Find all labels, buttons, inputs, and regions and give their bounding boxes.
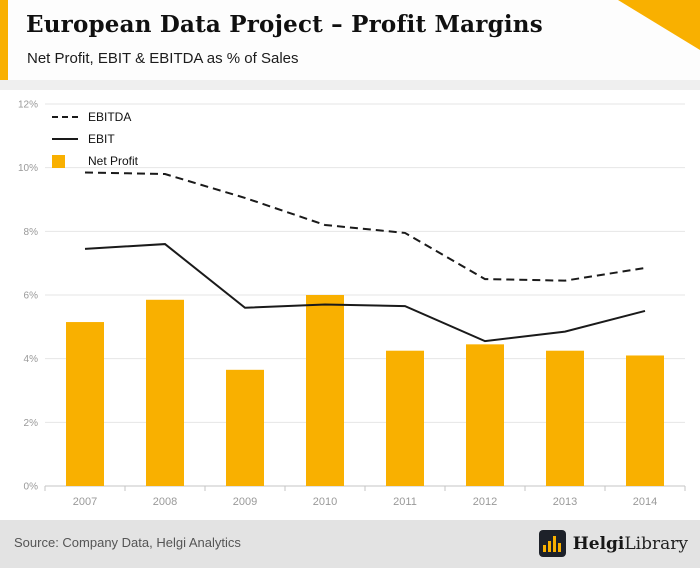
- x-axis-label: 2007: [73, 496, 97, 508]
- helgi-library-logo: HelgiLibrary: [538, 530, 688, 557]
- logo-text-light: Library: [624, 533, 688, 554]
- ebit-solid-line-icon: [52, 138, 78, 140]
- x-axis-label: 2010: [313, 496, 337, 508]
- ebitda-line: [84, 171, 646, 282]
- legend-item-net-profit: Net Profit: [52, 150, 138, 172]
- net-profit-bar: [386, 350, 424, 486]
- y-axis-label: 12%: [18, 100, 38, 111]
- legend-label-ebitda: EBITDA: [88, 110, 132, 124]
- legend-item-ebit: EBIT: [52, 128, 138, 150]
- logo-text-bold: Helgi: [572, 533, 625, 554]
- x-axis-label: 2012: [473, 496, 497, 508]
- legend-item-ebitda: EBITDA: [52, 106, 138, 128]
- legend-label-net-profit: Net Profit: [88, 154, 139, 168]
- ebit-line: [84, 243, 646, 343]
- net-profit-bar: [146, 299, 184, 486]
- x-axis-label: 2014: [633, 496, 657, 508]
- logo-text: HelgiLibrary: [573, 534, 688, 554]
- y-axis-label: 8%: [24, 227, 39, 238]
- footer: Source: Company Data, Helgi Analytics He…: [0, 520, 700, 568]
- chart-legend: EBITDA EBIT Net Profit: [52, 106, 138, 172]
- source-text: Source: Company Data, Helgi Analytics: [14, 535, 241, 550]
- logo-bar: [553, 536, 557, 552]
- profit-margins-chart: 0% 2% 4% 6% 8% 10% 12% 2007 2008 2009 2010 2011 2012…: [18, 100, 686, 508]
- net-profit-swatch-icon: [52, 154, 65, 168]
- x-axis-label: 2009: [233, 496, 257, 508]
- x-axis-label: 2013: [553, 496, 577, 508]
- logo-bar: [543, 545, 547, 552]
- x-axis-label: 2008: [153, 496, 177, 508]
- legend-label-ebit: EBIT: [88, 132, 115, 146]
- net-profit-bar: [546, 350, 584, 486]
- logo-bar: [548, 541, 552, 552]
- net-profit-bar: [66, 322, 104, 486]
- net-profit-bar: [306, 295, 344, 486]
- y-axis-label: 0%: [24, 482, 39, 493]
- y-axis-label: 4%: [24, 354, 39, 365]
- accent-strip: [0, 0, 8, 80]
- ebitda-dashed-line-icon: [52, 116, 78, 118]
- page-title: European Data Project – Profit Margins: [26, 11, 543, 38]
- x-axis-label: 2011: [393, 496, 417, 508]
- y-axis-label: 6%: [24, 291, 39, 302]
- chart-panel: 0% 2% 4% 6% 8% 10% 12% 2007 2008 2009 2010 2011 2012…: [0, 90, 700, 520]
- net-profit-bar: [466, 344, 504, 486]
- net-profit-bar: [226, 369, 264, 486]
- net-profit-bar: [626, 355, 664, 486]
- y-axis-label: 10%: [18, 163, 38, 174]
- logo-bar: [558, 543, 562, 552]
- page-subtitle: Net Profit, EBIT & EBITDA as % of Sales: [27, 50, 299, 67]
- header: European Data Project – Profit Margins N…: [0, 0, 700, 80]
- bar-chart-logo-icon: [538, 530, 566, 557]
- y-axis-label: 2%: [24, 418, 39, 429]
- corner-accent-triangle: [618, 0, 700, 50]
